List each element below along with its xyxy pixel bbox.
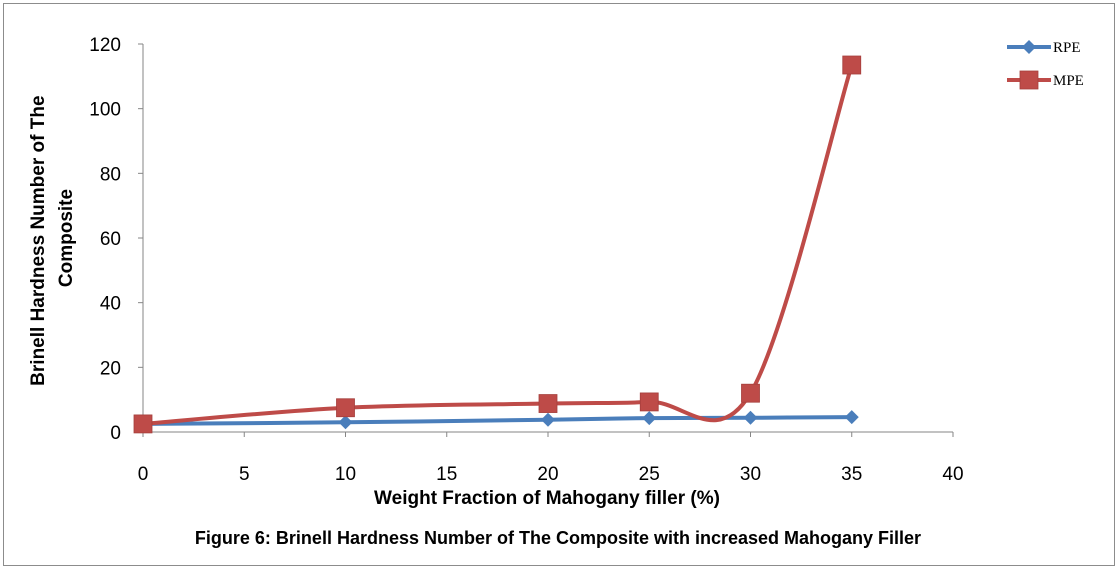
y-axis-title: Brinell Hardness Number of The Composite xyxy=(28,90,77,386)
y-tick-label: 80 xyxy=(100,164,121,185)
data-point-mpe xyxy=(538,394,558,413)
x-tick-label: 5 xyxy=(239,464,250,485)
data-point-mpe xyxy=(336,398,355,418)
data-point-mpe xyxy=(741,383,760,403)
data-point-mpe xyxy=(842,55,862,75)
y-axis-title-line-1: Brinell Hardness Number of The xyxy=(28,95,49,385)
chart-frame xyxy=(3,3,1115,566)
data-point-mpe xyxy=(639,392,659,412)
data-point-rpe xyxy=(743,410,758,425)
legend-marker-mpe xyxy=(1019,70,1039,90)
series-line-mpe xyxy=(141,63,854,426)
y-tick-label: 20 xyxy=(100,358,121,379)
figure-caption: Figure 6: Brinell Hardness Number of The… xyxy=(195,528,921,548)
x-tick-label: 40 xyxy=(942,464,963,485)
y-tick-label: 100 xyxy=(89,100,121,121)
x-tick-label: 20 xyxy=(537,464,558,485)
x-tick-label: 0 xyxy=(138,464,149,485)
y-tick-label: 120 xyxy=(89,35,121,56)
series-layer xyxy=(133,55,862,434)
data-point-mpe xyxy=(133,414,153,434)
x-tick-label: 15 xyxy=(436,464,457,485)
x-axis-title: Weight Fraction of Mahogany filler (%) xyxy=(374,488,720,509)
y-tick-label: 0 xyxy=(110,423,121,444)
y-tick-label: 60 xyxy=(100,229,121,250)
data-point-rpe xyxy=(338,415,353,430)
data-point-rpe xyxy=(541,412,555,427)
y-axis-title-line-2: Composite xyxy=(56,189,77,287)
legend-label-rpe: RPE xyxy=(1053,40,1081,56)
x-tick-label: 10 xyxy=(335,464,356,485)
data-point-rpe xyxy=(844,410,859,425)
series-mpe xyxy=(133,55,862,434)
x-tick-label: 30 xyxy=(740,464,761,485)
legend-marker-rpe xyxy=(1022,40,1036,54)
y-tick-label: 40 xyxy=(100,294,121,315)
x-tick-label: 35 xyxy=(841,464,862,485)
x-tick-label: 25 xyxy=(639,464,660,485)
legend-label-mpe: MPE xyxy=(1053,73,1084,89)
legend: RPE MPE xyxy=(1007,40,1084,90)
axes: 0 20 40 60 80 100 120 0 5 10 15 20 25 30 35 40 xyxy=(89,35,963,485)
data-point-rpe xyxy=(642,411,657,426)
